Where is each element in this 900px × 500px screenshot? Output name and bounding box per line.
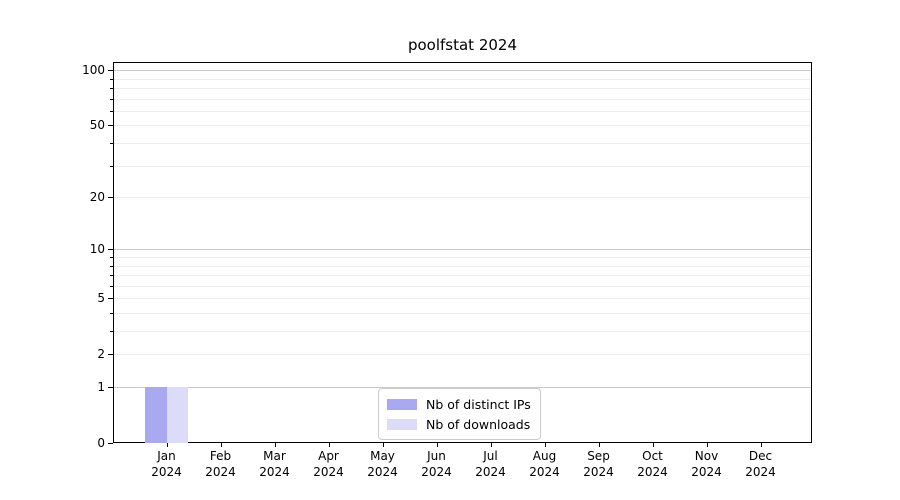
y-tick-2 [108,354,113,356]
y-tick-minor-40 [110,143,113,145]
x-tick-may [382,443,384,447]
gridline-y-6 [114,285,811,287]
y-tick-label-2: 2 [97,347,105,362]
gridline-y-8 [114,265,811,267]
y-tick-minor-80 [110,88,113,90]
y-tick-0 [108,443,113,444]
x-tick-oct [652,443,654,447]
y-tick-10 [108,249,113,251]
x-tick-label-jan: Jan 2024 [151,449,182,479]
gridline-y-3 [114,331,811,333]
x-tick-jan [166,443,168,447]
y-tick-minor-4 [110,312,113,314]
y-tick-20 [108,197,113,199]
y-tick-50 [108,125,113,127]
y-tick-minor-30 [110,165,113,167]
x-tick-jul [490,443,492,447]
gridline-y-10 [114,249,811,251]
gridline-y-9 [114,257,811,258]
x-tick-apr [328,443,330,447]
x-tick-sep [598,443,600,447]
y-tick-label-1: 1 [97,380,105,394]
y-tick-label-5: 5 [97,291,105,306]
x-tick-label-feb: Feb 2024 [205,449,236,479]
x-tick-label-aug: Aug 2024 [529,449,560,479]
legend: Nb of distinct IPs Nb of downloads [378,388,541,440]
y-tick-label-20: 20 [89,190,105,205]
y-tick-minor-3 [110,331,113,333]
legend-row-1: Nb of downloads [387,414,531,434]
y-tick-minor-90 [110,78,113,80]
y-tick-minor-8 [110,265,113,267]
gridline-y-1 [114,387,811,388]
y-tick-minor-70 [110,98,113,100]
y-tick-label-100: 100 [82,63,105,78]
legend-row-0: Nb of distinct IPs [387,394,531,414]
gridline-y-4 [114,312,811,314]
y-tick-minor-6 [110,285,113,287]
x-tick-label-may: May 2024 [367,449,398,479]
y-tick-100 [108,70,113,72]
gridline-y-20 [114,197,811,199]
gridline-y-5 [114,298,811,300]
x-tick-label-jun: Jun 2024 [421,449,452,479]
x-tick-label-nov: Nov 2024 [691,449,722,479]
y-tick-label-50: 50 [89,118,105,133]
gridline-y-100 [114,70,811,72]
legend-label-distinct-ips: Nb of distinct IPs [426,396,531,412]
x-tick-feb [220,443,222,447]
x-tick-label-sep: Sep 2024 [583,449,614,479]
gridline-y-2 [114,354,811,356]
gridline-y-60 [114,110,811,112]
x-tick-aug [544,443,546,447]
y-tick-1 [108,387,113,388]
x-tick-label-jul: Jul 2024 [475,449,506,479]
y-tick-label-0: 0 [97,436,105,450]
legend-label-downloads: Nb of downloads [426,416,531,432]
x-tick-label-dec: Dec 2024 [745,449,776,479]
y-tick-5 [108,298,113,300]
y-tick-minor-7 [110,275,113,277]
gridline-y-50 [114,125,811,127]
gridline-y-40 [114,143,811,145]
legend-swatch-downloads [387,418,417,430]
gridline-y-90 [114,78,811,80]
x-tick-label-mar: Mar 2024 [259,449,290,479]
gridline-y-30 [114,165,811,167]
y-tick-minor-9 [110,257,113,258]
gridline-y-7 [114,275,811,277]
gridline-y-70 [114,98,811,100]
bar-downloads-jan [166,387,188,443]
bar-distinct-ips-jan [145,387,167,443]
x-tick-label-apr: Apr 2024 [313,449,344,479]
gridline-y-80 [114,88,811,90]
chart-title: poolfstat 2024 [407,36,518,54]
y-tick-label-10: 10 [89,242,105,257]
legend-swatch-distinct-ips [387,398,417,410]
x-tick-dec [760,443,762,447]
plot-area [113,62,812,443]
x-tick-label-oct: Oct 2024 [637,449,668,479]
x-tick-nov [706,443,708,447]
y-tick-minor-60 [110,110,113,112]
x-tick-mar [274,443,276,447]
x-tick-jun [436,443,438,447]
